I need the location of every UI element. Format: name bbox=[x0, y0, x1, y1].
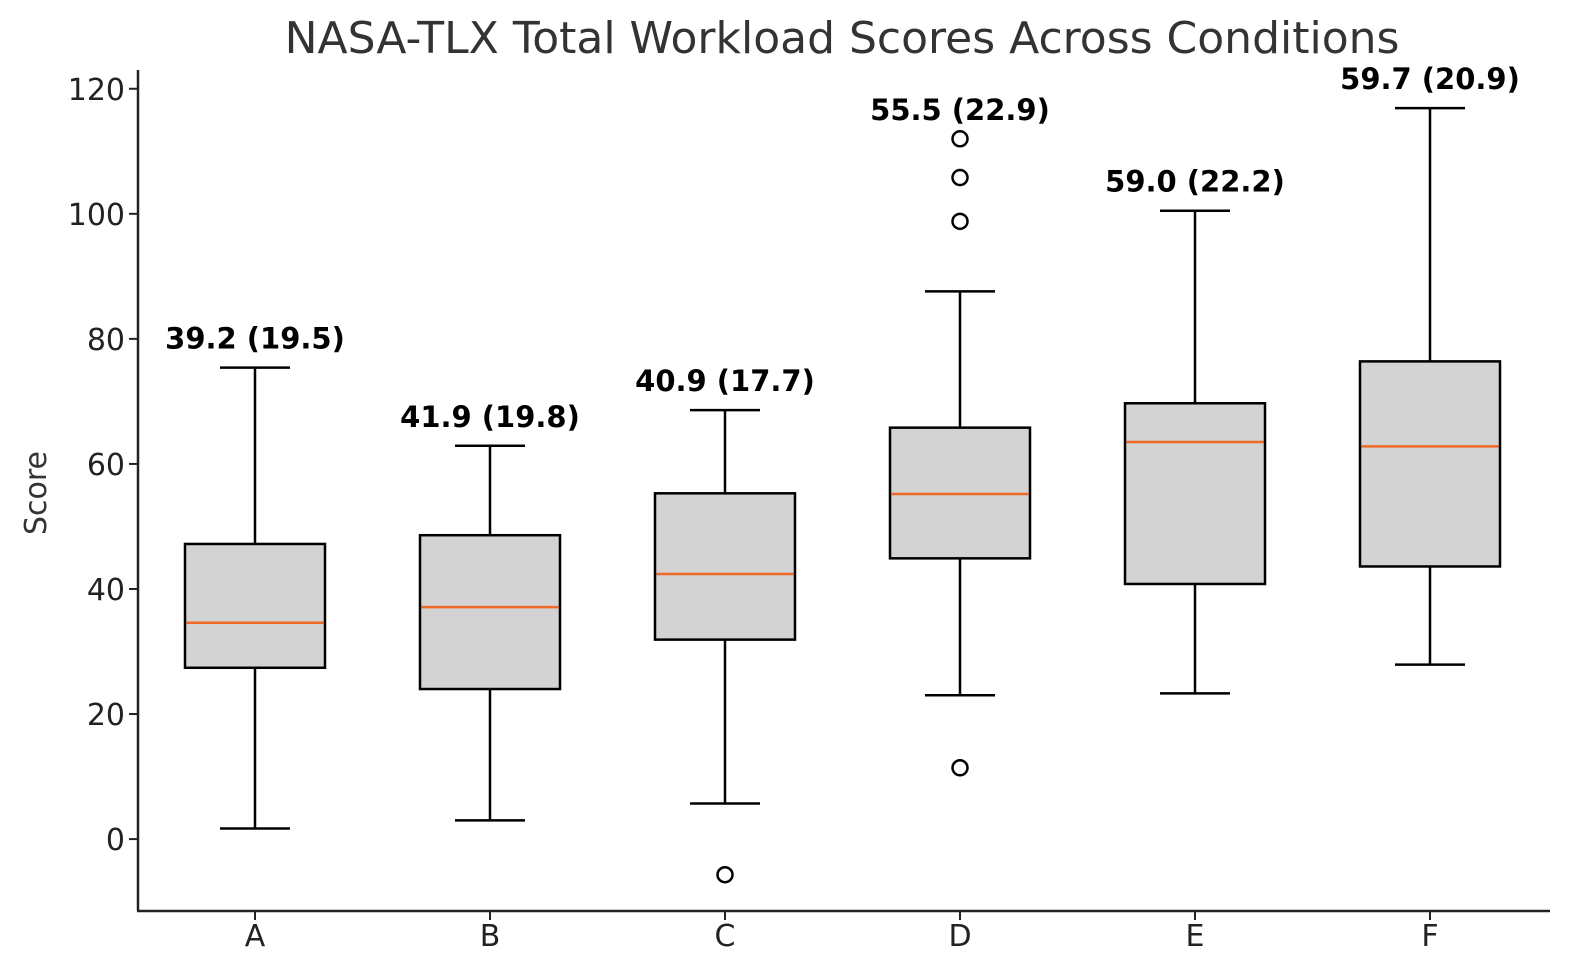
mean-sd-annotation: 39.2 (19.5) bbox=[165, 322, 345, 356]
mean-sd-annotation: 41.9 (19.8) bbox=[400, 400, 580, 434]
y-axis-label: Score bbox=[19, 451, 54, 535]
outlier-point bbox=[716, 865, 734, 884]
x-tick-label: E bbox=[1186, 919, 1205, 954]
x-tick-label: A bbox=[245, 919, 266, 954]
x-tick-label: B bbox=[480, 919, 501, 954]
mean-sd-annotation: 40.9 (17.7) bbox=[635, 364, 815, 398]
iqr-box bbox=[1123, 402, 1267, 586]
outlier-point bbox=[951, 759, 969, 777]
mean-sd-annotation: 59.0 (22.2) bbox=[1105, 165, 1285, 199]
box-A: 39.2 (19.5) bbox=[165, 322, 345, 830]
x-tick-label: C bbox=[715, 919, 736, 954]
mean-sd-annotation: 55.5 (22.9) bbox=[870, 93, 1050, 127]
y-tick-label: 40 bbox=[87, 573, 125, 608]
outlier-point bbox=[951, 168, 969, 187]
y-tick-label: 0 bbox=[106, 823, 125, 858]
x-ticks: A B C D E F bbox=[245, 911, 1439, 954]
x-tick-label: F bbox=[1421, 919, 1438, 954]
y-tick-label: 60 bbox=[87, 448, 125, 483]
box-C: 40.9 (17.7) bbox=[635, 364, 815, 884]
y-tick-label: 100 bbox=[68, 198, 125, 233]
y-ticks: 0 20 40 60 80 100 120 bbox=[68, 73, 138, 858]
y-tick-label: 80 bbox=[87, 323, 125, 358]
box-F: 59.7 (20.9) bbox=[1340, 62, 1520, 666]
iqr-box bbox=[1358, 360, 1502, 568]
iqr-box bbox=[183, 542, 327, 670]
chart-title: NASA-TLX Total Workload Scores Across Co… bbox=[285, 13, 1400, 64]
y-tick-label: 120 bbox=[68, 73, 125, 108]
outlier-point bbox=[951, 212, 969, 231]
mean-sd-annotation: 59.7 (20.9) bbox=[1340, 62, 1520, 96]
outlier-point bbox=[951, 130, 969, 148]
iqr-box bbox=[418, 533, 562, 691]
iqr-box bbox=[653, 492, 797, 641]
y-tick-label: 20 bbox=[87, 698, 125, 733]
box-B: 41.9 (19.8) bbox=[400, 400, 580, 822]
box-D: 55.5 (22.9) bbox=[870, 93, 1050, 777]
x-tick-label: D bbox=[948, 919, 971, 954]
box-E: 59.0 (22.2) bbox=[1105, 165, 1285, 695]
boxes: 39.2 (19.5) 41.9 (19.8) 40.9 (17.7) 55.5 (2… bbox=[165, 62, 1520, 884]
